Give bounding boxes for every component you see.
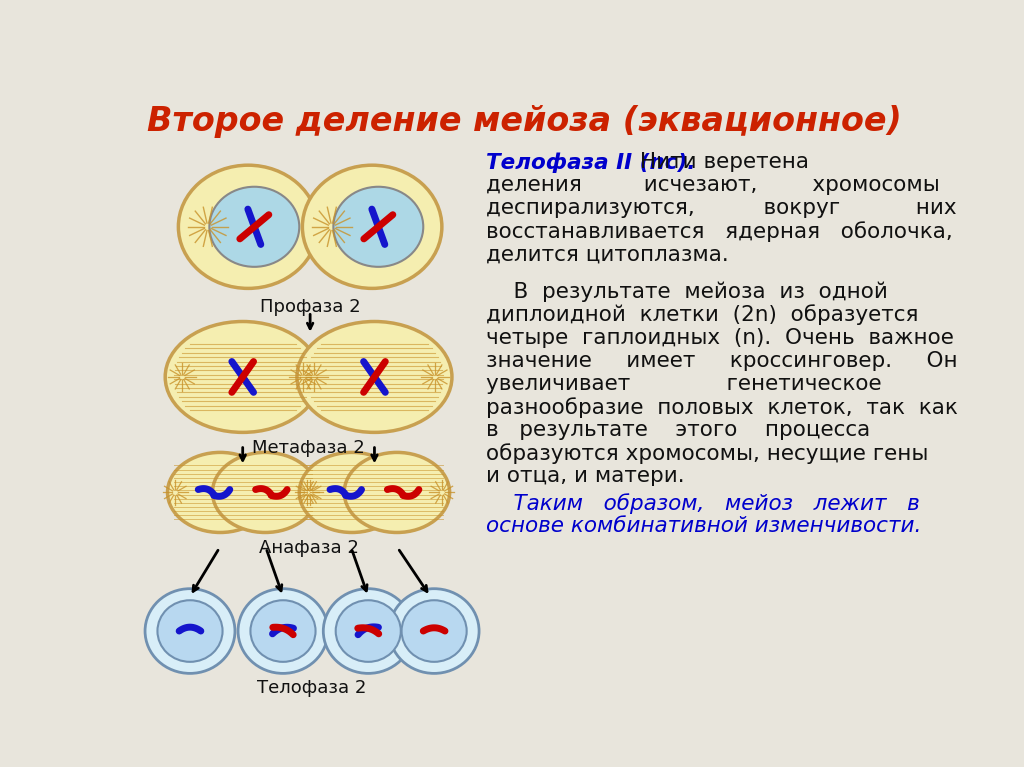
Text: образуются хромосомы, несущие гены: образуются хромосомы, несущие гены <box>486 443 929 464</box>
Text: Нити веретена: Нити веретена <box>633 152 809 172</box>
Text: деления         исчезают,        хромосомы: деления исчезают, хромосомы <box>486 175 940 195</box>
Text: Телофаза 2: Телофаза 2 <box>257 679 367 696</box>
Ellipse shape <box>145 589 234 673</box>
Ellipse shape <box>251 601 315 662</box>
Text: Второе деление мейоза (эквационное): Второе деление мейоза (эквационное) <box>147 105 902 138</box>
Text: и отца, и матери.: и отца, и матери. <box>486 466 685 486</box>
Text: четыре  гаплоидных  (n).  Очень  важное: четыре гаплоидных (n). Очень важное <box>486 328 954 347</box>
Text: В  результате  мейоза  из  одной: В результате мейоза из одной <box>486 281 888 302</box>
Ellipse shape <box>165 321 321 433</box>
Text: диплоидной  клетки  (2n)  образуется: диплоидной клетки (2n) образуется <box>486 304 919 325</box>
Text: Анафаза 2: Анафаза 2 <box>259 538 358 557</box>
Ellipse shape <box>344 453 450 532</box>
Ellipse shape <box>299 453 404 532</box>
Text: Метафаза 2: Метафаза 2 <box>252 439 365 456</box>
Ellipse shape <box>401 601 467 662</box>
Text: Таким   образом,   мейоз   лежит   в: Таким образом, мейоз лежит в <box>486 493 920 514</box>
Ellipse shape <box>238 589 328 673</box>
Ellipse shape <box>158 601 222 662</box>
Ellipse shape <box>168 453 273 532</box>
Ellipse shape <box>297 321 452 433</box>
Ellipse shape <box>389 589 479 673</box>
Text: деспирализуются,          вокруг           них: деспирализуются, вокруг них <box>486 199 956 219</box>
Ellipse shape <box>209 186 299 267</box>
Ellipse shape <box>302 165 442 288</box>
Text: значение     имеет     кроссинговер.     Он: значение имеет кроссинговер. Он <box>486 351 957 370</box>
Ellipse shape <box>212 453 317 532</box>
Text: восстанавливается   ядерная   оболочка,: восстанавливается ядерная оболочка, <box>486 222 952 242</box>
Text: в   результате    этого    процесса: в результате этого процесса <box>486 420 870 440</box>
Text: разнообразие  половых  клеток,  так  как: разнообразие половых клеток, так как <box>486 397 957 418</box>
Ellipse shape <box>334 186 423 267</box>
Ellipse shape <box>178 165 317 288</box>
Ellipse shape <box>324 589 414 673</box>
Text: делится цитоплазма.: делится цитоплазма. <box>486 245 729 265</box>
Text: Профаза 2: Профаза 2 <box>260 298 360 316</box>
Ellipse shape <box>336 601 400 662</box>
Text: Телофаза II (nc).: Телофаза II (nc). <box>486 152 695 173</box>
Text: увеличивает              генетическое: увеличивает генетическое <box>486 374 882 394</box>
Text: основе комбинативной изменчивости.: основе комбинативной изменчивости. <box>486 516 922 536</box>
